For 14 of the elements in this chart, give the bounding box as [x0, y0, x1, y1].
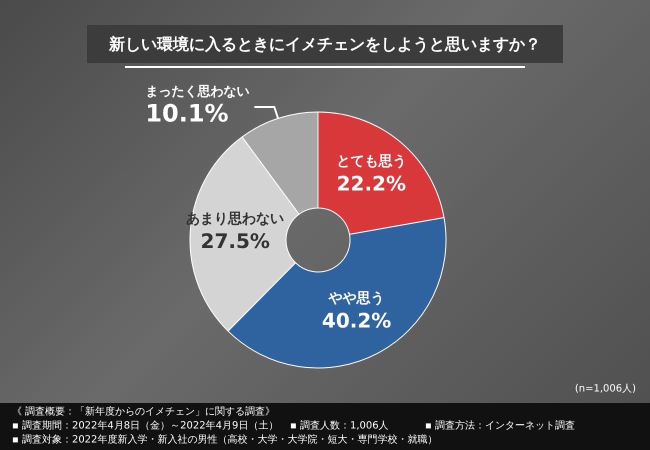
slice-label: とても思う — [336, 153, 406, 170]
slice-label: まったく思わない — [145, 84, 250, 100]
data-label: 27.5% — [200, 229, 270, 254]
text: 《 調査概要：「新年度からのイメチェン」に関する調査》 — [12, 406, 276, 418]
data-label: 40.2% — [322, 308, 392, 332]
text: ▪ 調査方法：インターネット調査 — [425, 420, 575, 432]
text: ▪ 調査人数：1,006人 — [290, 420, 389, 432]
data-label: 10.1% — [145, 99, 229, 128]
slice-label: やや思う — [328, 290, 385, 306]
data-label: 22.2% — [336, 171, 406, 196]
text: (n=1,006人) — [574, 384, 636, 394]
text: ▪ 調査期間：2022年4月8日（金）～2022年4月9日（土） — [12, 420, 278, 432]
text: ▪ 調査対象：2022年度新入学・新入社の男性（高校・大学・大学院・短大・専門学校・就職） — [12, 434, 438, 446]
chart-title: 新しい環境に入るときにイメチェンをしようと思いますか？ — [108, 34, 541, 54]
